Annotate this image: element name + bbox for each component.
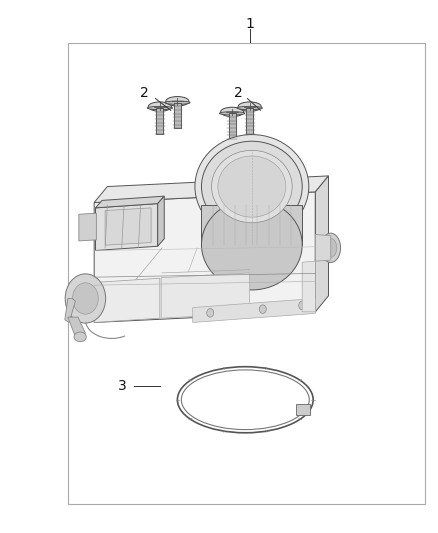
Ellipse shape [321, 233, 341, 263]
Polygon shape [193, 298, 315, 322]
Ellipse shape [147, 107, 173, 110]
Bar [174, 103, 181, 128]
Ellipse shape [166, 96, 189, 106]
Polygon shape [95, 204, 158, 251]
Circle shape [259, 305, 266, 313]
Polygon shape [161, 273, 250, 318]
Polygon shape [79, 213, 96, 241]
Polygon shape [302, 261, 315, 312]
Ellipse shape [218, 156, 286, 217]
Ellipse shape [195, 134, 309, 239]
Ellipse shape [148, 102, 171, 111]
Ellipse shape [219, 112, 245, 115]
Text: 2: 2 [234, 86, 243, 100]
Bar [297, 405, 310, 415]
Ellipse shape [212, 150, 292, 223]
Ellipse shape [238, 102, 261, 111]
Polygon shape [201, 205, 302, 245]
Polygon shape [315, 235, 331, 261]
Bar [229, 114, 236, 139]
Text: 3: 3 [118, 379, 127, 393]
Text: 1: 1 [245, 17, 254, 31]
Ellipse shape [237, 107, 262, 110]
Polygon shape [94, 176, 328, 203]
Ellipse shape [165, 101, 190, 104]
Bar [156, 108, 163, 134]
Ellipse shape [201, 199, 302, 290]
Ellipse shape [74, 332, 86, 342]
Ellipse shape [65, 274, 106, 323]
Ellipse shape [325, 239, 337, 257]
Text: 2: 2 [140, 86, 149, 100]
Polygon shape [95, 196, 164, 208]
Polygon shape [158, 196, 164, 246]
Ellipse shape [73, 283, 98, 314]
Polygon shape [68, 317, 85, 337]
Bar [246, 108, 253, 134]
Ellipse shape [221, 107, 244, 117]
Polygon shape [315, 176, 328, 312]
Polygon shape [94, 278, 160, 322]
Polygon shape [65, 298, 75, 322]
Ellipse shape [201, 141, 302, 232]
Polygon shape [105, 208, 151, 245]
Polygon shape [94, 192, 315, 322]
Circle shape [299, 301, 306, 310]
Circle shape [207, 309, 214, 317]
Bar [68, 43, 425, 504]
